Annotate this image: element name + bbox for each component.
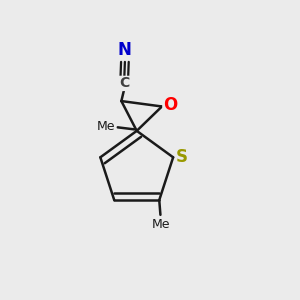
Text: N: N (118, 40, 132, 58)
Text: O: O (163, 96, 177, 114)
Text: Me: Me (152, 218, 171, 231)
Text: S: S (176, 148, 188, 166)
Text: Me: Me (97, 120, 116, 133)
Text: C: C (119, 76, 129, 90)
